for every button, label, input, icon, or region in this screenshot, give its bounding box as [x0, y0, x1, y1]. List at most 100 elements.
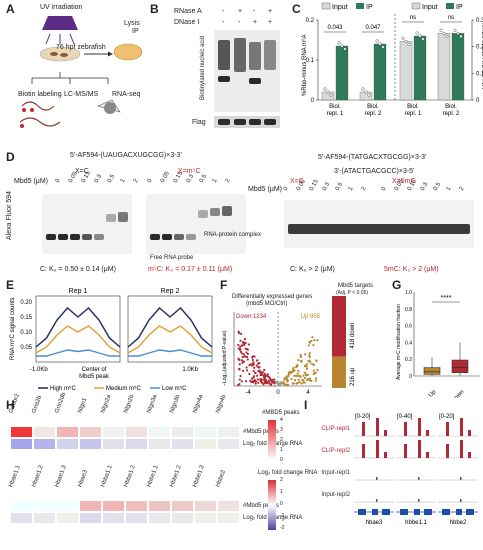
mbd-label-right: Mbd5 (μM)	[248, 186, 282, 193]
f-point	[239, 332, 243, 335]
f-point	[277, 383, 280, 386]
legend-input-swatch-r	[411, 2, 421, 10]
heatmap-cell-peaks	[102, 426, 125, 438]
f-point	[297, 369, 300, 373]
c-right-tick-label: 0.1	[476, 71, 483, 77]
c-left-tick-label: 0	[311, 98, 315, 104]
legend-peaks-tick: 1	[280, 447, 283, 453]
c-xlabel: Biol.	[407, 104, 419, 110]
f-point	[302, 374, 305, 377]
panel-label-f: F	[220, 278, 228, 292]
heatmap-gene-label: Hbbe2	[215, 469, 228, 488]
f-point	[257, 369, 260, 373]
heatmap-cell-fc	[79, 438, 102, 450]
f-point	[244, 380, 248, 383]
c-dot	[401, 36, 405, 40]
g-ytick: 1.0	[405, 290, 412, 296]
heatmap-cell-peaks	[10, 500, 33, 512]
conc-label: 2	[458, 186, 466, 192]
e-ytick: 0.15	[20, 315, 32, 321]
f-point	[263, 374, 266, 377]
e-line-1	[127, 325, 213, 354]
f-xtick: 0	[276, 390, 280, 396]
c-xlabel: repl. 2	[365, 111, 382, 117]
heatmap-cell-peaks	[217, 426, 240, 438]
legend-ip-swatch	[356, 3, 364, 9]
conc-label: 0.5	[198, 173, 209, 184]
c-left-tick-label: 0.2	[306, 18, 315, 24]
i-input-peak	[418, 499, 420, 502]
f-point	[316, 369, 319, 372]
f-title-2: (mbd5 MO/Ctrl)	[246, 301, 288, 307]
f-point	[260, 371, 263, 374]
e-legend-label: Medium m⁵C	[106, 385, 141, 392]
heatmap-gene-label: Hbba1.2	[123, 464, 137, 488]
i-gene-exon	[414, 509, 420, 515]
f-point	[250, 364, 254, 367]
heatmap-gene-label: Hbae3	[77, 469, 90, 488]
f-point	[253, 380, 256, 383]
xm2-label: X=5mC	[392, 178, 416, 185]
f-point	[274, 384, 277, 387]
f-point	[254, 371, 257, 375]
conc-label: 0	[282, 186, 290, 192]
g-ylabel: Average m⁵C modification fraction	[396, 304, 402, 380]
f-point	[286, 383, 290, 386]
c-dot	[459, 34, 463, 38]
heatmap-gene-label: Hbbe1.2	[169, 464, 183, 488]
panel-e-chart: RNA m⁵C signal counts 0.20 0.15 0.10 0.05 Rep…	[9, 288, 213, 392]
f-point	[310, 339, 313, 342]
i-clip-peak	[460, 440, 463, 458]
ip-label: IP	[132, 28, 139, 35]
conc-label: 0.5	[106, 173, 117, 184]
f-point	[294, 365, 298, 369]
heatmap-cell-peaks	[56, 500, 79, 512]
f-point	[252, 361, 255, 364]
f-point	[311, 336, 314, 339]
c-dot	[407, 42, 411, 46]
conc-label: 0.5	[432, 181, 443, 192]
e-ylabel: RNA m⁵C signal counts	[9, 297, 16, 360]
f-point	[257, 362, 260, 365]
c-dot	[378, 42, 382, 46]
e-xlabel-center2: Mbd5 peak	[79, 374, 110, 380]
c-dot	[367, 93, 371, 97]
heatmap-cell-fc	[217, 512, 240, 524]
f-point	[245, 366, 248, 369]
f-point	[309, 361, 312, 364]
legend-fc-tick: -1	[280, 513, 285, 519]
heatmap-gene-label: Hbbe1.3	[192, 464, 206, 488]
f-point	[236, 383, 240, 387]
c-xlabel: Biol.	[445, 104, 457, 110]
f-point	[312, 369, 315, 372]
blot-flag	[214, 116, 280, 128]
heatmap-cell-fc	[171, 512, 194, 524]
e-ytick: 0.20	[20, 300, 32, 306]
f-xtick: -4	[245, 390, 251, 396]
f-point	[255, 364, 258, 367]
panel-label-g: G	[392, 278, 402, 292]
f-point	[293, 374, 296, 377]
conc-label: 0.3	[185, 173, 196, 184]
panel-label-e: E	[6, 278, 15, 292]
sign-2-2: -	[238, 19, 241, 26]
f-point	[256, 359, 259, 362]
f-down-label: Down:1234	[236, 314, 267, 320]
f-point	[252, 376, 255, 379]
f-point	[300, 382, 303, 385]
i-gene-exon	[424, 509, 432, 515]
f-point	[308, 340, 311, 343]
biotin-axis-label: Biotinylated nucleic acid	[200, 35, 206, 100]
gel-c	[42, 194, 132, 254]
heatmap-cell-fc	[56, 512, 79, 524]
i-clip-peak	[426, 452, 429, 458]
heatmap-cell-peaks	[102, 500, 125, 512]
e-ytick: 0.10	[20, 330, 32, 336]
f-point	[240, 344, 243, 347]
f-point	[282, 380, 285, 384]
f-point	[243, 343, 246, 347]
c-dot	[323, 87, 327, 91]
conc-label: 0	[146, 178, 154, 184]
f-point	[313, 339, 316, 342]
i-track-label: Input-repl2	[321, 492, 350, 498]
